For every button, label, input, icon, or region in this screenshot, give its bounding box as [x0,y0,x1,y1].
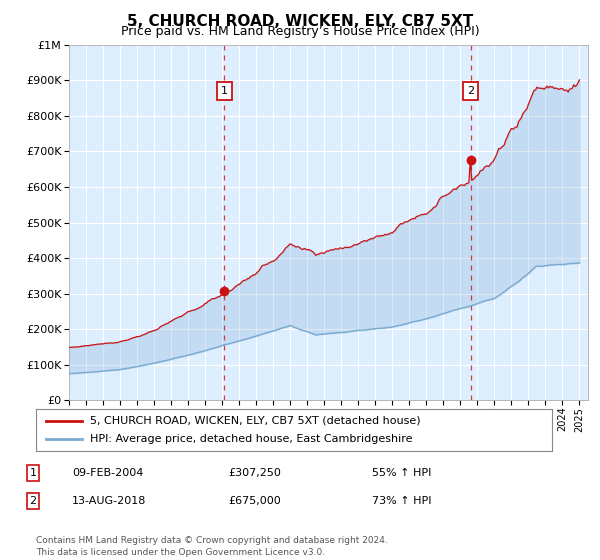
Text: 2: 2 [467,86,475,96]
Text: 1: 1 [29,468,37,478]
Text: Contains HM Land Registry data © Crown copyright and database right 2024.
This d: Contains HM Land Registry data © Crown c… [36,536,388,557]
Text: £307,250: £307,250 [228,468,281,478]
Text: Price paid vs. HM Land Registry’s House Price Index (HPI): Price paid vs. HM Land Registry’s House … [121,25,479,38]
Text: 13-AUG-2018: 13-AUG-2018 [72,496,146,506]
Text: HPI: Average price, detached house, East Cambridgeshire: HPI: Average price, detached house, East… [90,434,413,444]
Text: £675,000: £675,000 [228,496,281,506]
Text: 55% ↑ HPI: 55% ↑ HPI [372,468,431,478]
Text: 1: 1 [221,86,227,96]
Text: 2: 2 [29,496,37,506]
Text: 5, CHURCH ROAD, WICKEN, ELY, CB7 5XT (detached house): 5, CHURCH ROAD, WICKEN, ELY, CB7 5XT (de… [90,416,421,426]
Text: 09-FEB-2004: 09-FEB-2004 [72,468,143,478]
Text: 5, CHURCH ROAD, WICKEN, ELY, CB7 5XT: 5, CHURCH ROAD, WICKEN, ELY, CB7 5XT [127,14,473,29]
Text: 73% ↑ HPI: 73% ↑ HPI [372,496,431,506]
